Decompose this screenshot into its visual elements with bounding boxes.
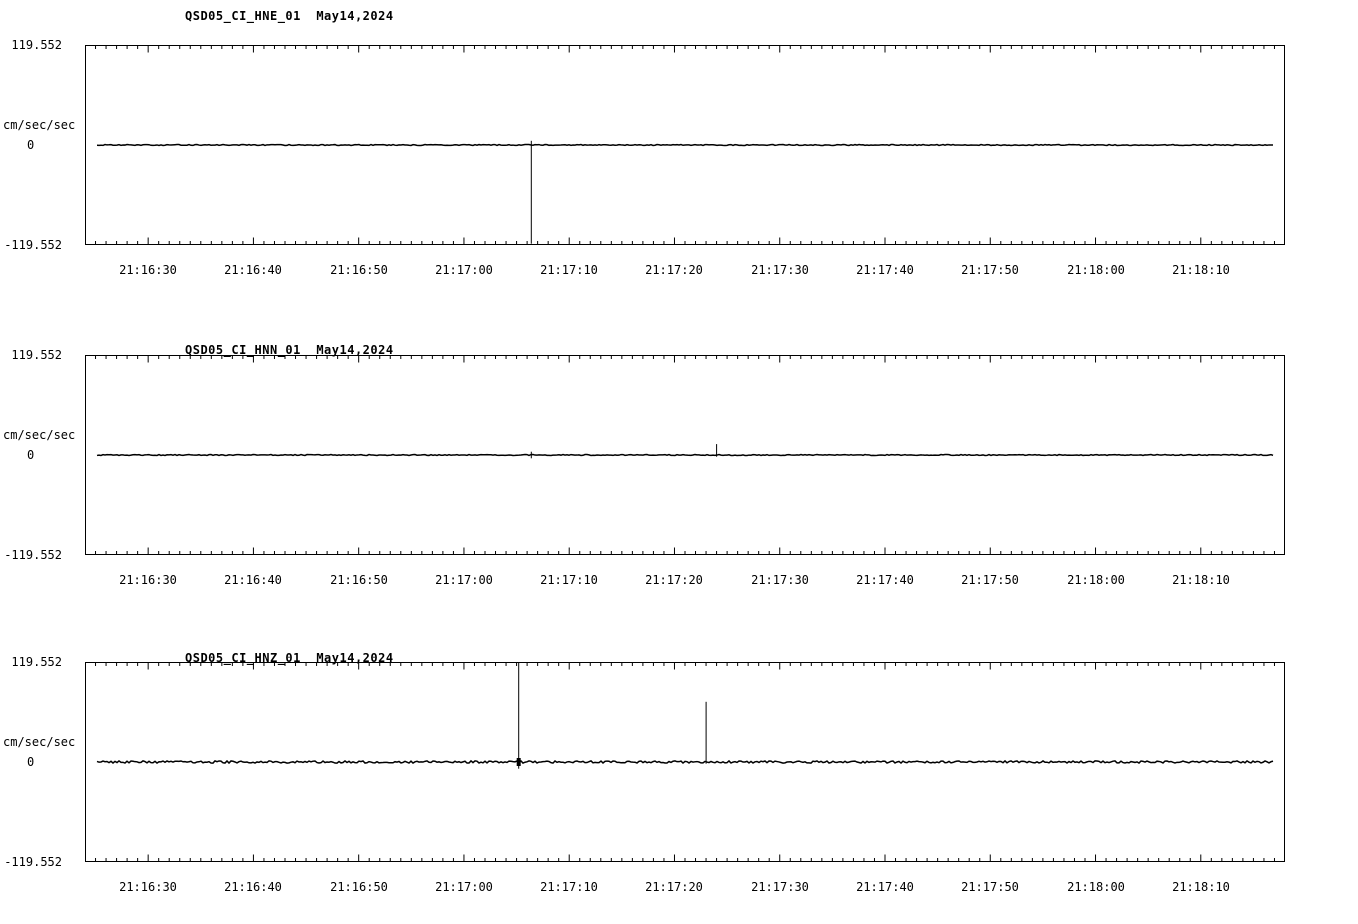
x-tick-label: 21:17:40 bbox=[856, 880, 914, 894]
y-axis-zero-label: 0 bbox=[27, 448, 35, 462]
x-tick-label: 21:18:00 bbox=[1067, 263, 1125, 277]
seismogram-plot bbox=[85, 662, 1285, 862]
x-tick-label: 21:17:40 bbox=[856, 263, 914, 277]
x-tick-label: 21:18:00 bbox=[1067, 573, 1125, 587]
x-tick-label: 21:16:30 bbox=[119, 880, 177, 894]
y-axis-zero-label: 0 bbox=[27, 755, 35, 769]
y-axis-max-label: 119.552 bbox=[11, 655, 62, 669]
panel-title: QSD05_CI_HNN_01 May14,2024 bbox=[185, 343, 394, 357]
x-tick-label: 21:17:30 bbox=[751, 573, 809, 587]
y-axis-min-label: -119.552 bbox=[4, 855, 62, 869]
x-tick-label: 21:16:30 bbox=[119, 573, 177, 587]
x-tick-label: 21:18:10 bbox=[1172, 263, 1230, 277]
x-tick-label: 21:17:50 bbox=[961, 573, 1019, 587]
x-tick-label: 21:16:30 bbox=[119, 263, 177, 277]
x-tick-label: 21:17:30 bbox=[751, 263, 809, 277]
panel-title: QSD05_CI_HNE_01 May14,2024 bbox=[185, 9, 394, 23]
x-tick-label: 21:16:40 bbox=[224, 263, 282, 277]
y-axis-min-label: -119.552 bbox=[4, 238, 62, 252]
x-tick-label: 21:17:10 bbox=[540, 880, 598, 894]
x-tick-label: 21:16:50 bbox=[330, 880, 388, 894]
x-tick-label: 21:16:40 bbox=[224, 880, 282, 894]
x-tick-label: 21:17:20 bbox=[645, 263, 703, 277]
x-tick-label: 21:16:40 bbox=[224, 573, 282, 587]
panel-title: QSD05_CI_HNZ_01 May14,2024 bbox=[185, 651, 394, 665]
x-tick-label: 21:18:10 bbox=[1172, 573, 1230, 587]
y-axis-max-label: 119.552 bbox=[11, 38, 62, 52]
x-axis-labels: 21:16:30 21:16:40 21:16:50 21:17:00 21:17:10… bbox=[0, 880, 1358, 896]
x-tick-label: 21:17:20 bbox=[645, 880, 703, 894]
x-axis-labels: 21:16:30 21:16:40 21:16:50 21:17:00 21:17:10… bbox=[0, 573, 1358, 589]
x-tick-label: 21:17:20 bbox=[645, 573, 703, 587]
y-axis-units-label: cm/sec/sec bbox=[3, 118, 76, 132]
x-tick-label: 21:17:00 bbox=[435, 880, 493, 894]
x-tick-label: 21:17:30 bbox=[751, 880, 809, 894]
y-axis-zero-label: 0 bbox=[27, 138, 35, 152]
y-axis-units-label: cm/sec/sec bbox=[3, 735, 76, 749]
x-tick-label: 21:17:50 bbox=[961, 880, 1019, 894]
x-tick-label: 21:17:10 bbox=[540, 573, 598, 587]
x-tick-label: 21:18:00 bbox=[1067, 880, 1125, 894]
x-tick-label: 21:16:50 bbox=[330, 573, 388, 587]
x-tick-label: 21:17:50 bbox=[961, 263, 1019, 277]
x-axis-labels: 21:16:30 21:16:40 21:16:50 21:17:00 21:17:10… bbox=[0, 263, 1358, 279]
y-axis-max-label: 119.552 bbox=[11, 348, 62, 362]
y-axis-min-label: -119.552 bbox=[4, 548, 62, 562]
x-tick-label: 21:16:50 bbox=[330, 263, 388, 277]
y-axis-units-label: cm/sec/sec bbox=[3, 428, 76, 442]
x-tick-label: 21:17:00 bbox=[435, 573, 493, 587]
x-tick-label: 21:17:10 bbox=[540, 263, 598, 277]
x-tick-label: 21:17:00 bbox=[435, 263, 493, 277]
seismogram-plot bbox=[85, 355, 1285, 555]
seismogram-plot bbox=[85, 45, 1285, 245]
x-tick-label: 21:17:40 bbox=[856, 573, 914, 587]
x-tick-label: 21:18:10 bbox=[1172, 880, 1230, 894]
